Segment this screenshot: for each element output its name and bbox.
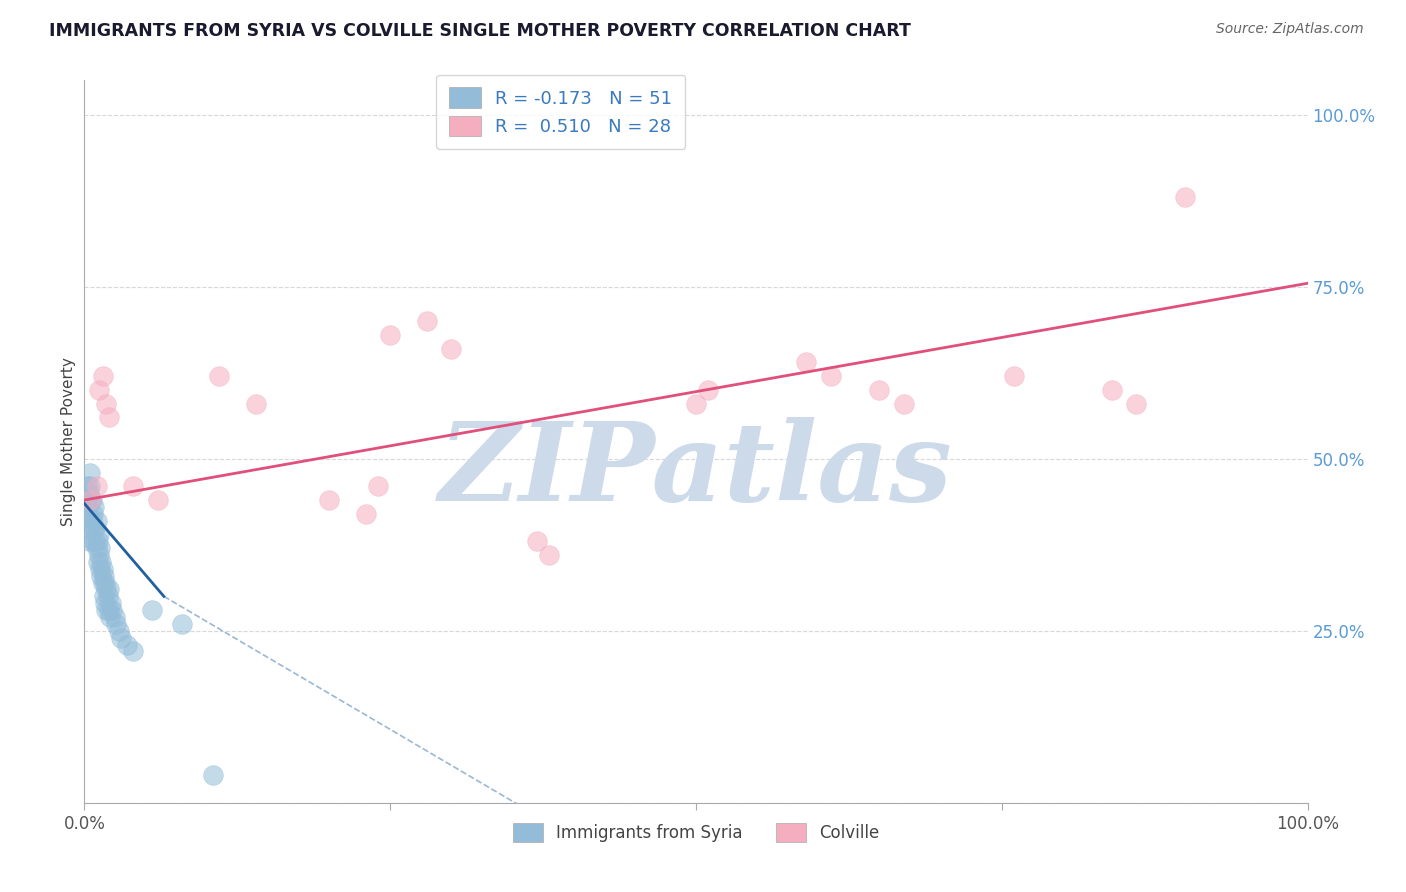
- Point: [416, 314, 439, 328]
- Point: [1101, 383, 1123, 397]
- Point: [526, 534, 548, 549]
- Point: [97, 582, 120, 597]
- Point: [893, 397, 915, 411]
- Point: [84, 520, 107, 534]
- Point: [208, 369, 231, 384]
- Point: [77, 500, 100, 514]
- Point: [80, 514, 103, 528]
- Point: [820, 369, 842, 384]
- Point: [91, 562, 114, 576]
- Y-axis label: Single Mother Poverty: Single Mother Poverty: [60, 357, 76, 526]
- Point: [1002, 369, 1025, 384]
- Point: [538, 548, 561, 562]
- Text: Source: ZipAtlas.com: Source: ZipAtlas.com: [1216, 22, 1364, 37]
- Point: [91, 369, 114, 384]
- Point: [79, 466, 101, 480]
- Point: [96, 582, 118, 597]
- Point: [80, 493, 103, 508]
- Point: [96, 397, 118, 411]
- Point: [201, 768, 224, 782]
- Point: [90, 555, 112, 569]
- Point: [1125, 397, 1147, 411]
- Point: [318, 493, 340, 508]
- Point: [77, 520, 100, 534]
- Point: [440, 342, 463, 356]
- Point: [75, 507, 97, 521]
- Point: [122, 644, 145, 658]
- Point: [685, 397, 707, 411]
- Point: [86, 514, 108, 528]
- Point: [79, 479, 101, 493]
- Point: [94, 596, 117, 610]
- Point: [97, 590, 120, 604]
- Point: [83, 520, 105, 534]
- Point: [97, 603, 120, 617]
- Point: [794, 355, 817, 369]
- Point: [115, 638, 138, 652]
- Point: [89, 541, 111, 556]
- Point: [1174, 190, 1197, 204]
- Point: [110, 631, 132, 645]
- Point: [87, 555, 110, 569]
- Point: [354, 507, 377, 521]
- Point: [89, 562, 111, 576]
- Point: [172, 616, 194, 631]
- Point: [105, 616, 128, 631]
- Point: [100, 596, 122, 610]
- Point: [93, 568, 115, 582]
- Point: [101, 603, 124, 617]
- Point: [87, 548, 110, 562]
- Point: [90, 568, 112, 582]
- Point: [122, 479, 145, 493]
- Point: [367, 479, 389, 493]
- Point: [93, 590, 115, 604]
- Point: [87, 534, 110, 549]
- Point: [82, 534, 104, 549]
- Point: [107, 624, 129, 638]
- Point: [245, 397, 267, 411]
- Point: [84, 534, 107, 549]
- Legend: Immigrants from Syria, Colville: Immigrants from Syria, Colville: [506, 816, 886, 848]
- Point: [91, 575, 114, 590]
- Point: [76, 479, 98, 493]
- Point: [94, 575, 117, 590]
- Point: [97, 410, 120, 425]
- Point: [79, 493, 101, 508]
- Point: [96, 603, 118, 617]
- Point: [82, 507, 104, 521]
- Point: [77, 534, 100, 549]
- Text: IMMIGRANTS FROM SYRIA VS COLVILLE SINGLE MOTHER POVERTY CORRELATION CHART: IMMIGRANTS FROM SYRIA VS COLVILLE SINGLE…: [49, 22, 911, 40]
- Point: [98, 610, 121, 624]
- Point: [104, 610, 127, 624]
- Point: [86, 541, 108, 556]
- Point: [380, 327, 402, 342]
- Point: [141, 603, 163, 617]
- Text: ZIPatlas: ZIPatlas: [439, 417, 953, 524]
- Point: [146, 493, 169, 508]
- Point: [87, 383, 110, 397]
- Point: [77, 486, 100, 500]
- Point: [87, 527, 110, 541]
- Point: [79, 493, 101, 508]
- Point: [86, 479, 108, 493]
- Point: [83, 500, 105, 514]
- Point: [76, 493, 98, 508]
- Point: [697, 383, 720, 397]
- Point: [869, 383, 891, 397]
